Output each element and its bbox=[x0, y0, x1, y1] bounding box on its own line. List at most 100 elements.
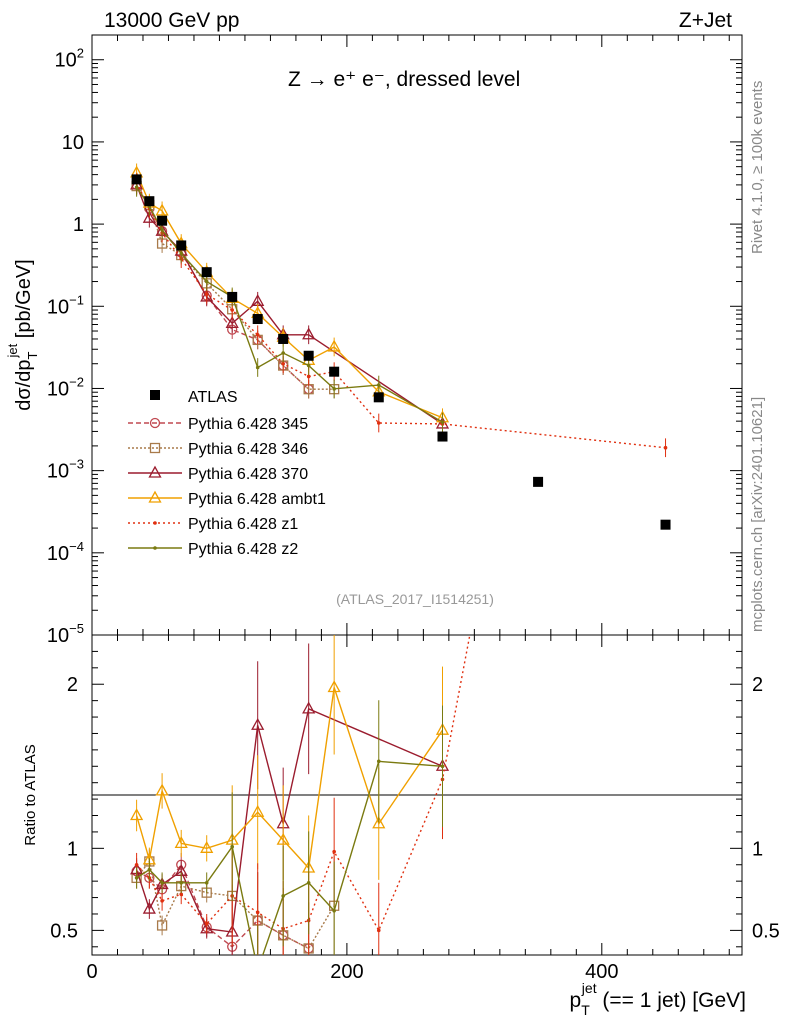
series-point bbox=[281, 351, 285, 355]
ratio-point bbox=[160, 899, 164, 903]
series-point bbox=[230, 308, 234, 312]
plot-title: Z → e⁺ e⁻, dressed level bbox=[288, 68, 520, 91]
legend-label: Pythia 6.428 z2 bbox=[188, 541, 298, 558]
rivet-version-text: Rivet 4.1.0, ≥ 100k events bbox=[749, 81, 766, 254]
ratio-tick-label-right: 1 bbox=[752, 838, 763, 860]
legend: ATLAS Pythia 6.428 345 Pythia 6.428 346 Pyt… bbox=[128, 389, 326, 558]
atlas-data-point bbox=[157, 215, 168, 226]
ratio-point bbox=[251, 717, 265, 730]
y-tick-labels: 102 10 1 10−1 10−2 10−3 10−4 10−5 bbox=[47, 46, 84, 647]
axis-ticks bbox=[91, 34, 742, 955]
legend-marker bbox=[153, 521, 157, 525]
ratio-point bbox=[200, 840, 214, 853]
ratio-point bbox=[251, 804, 265, 817]
series-point bbox=[440, 420, 445, 424]
series-point bbox=[302, 327, 316, 340]
series-point bbox=[376, 421, 381, 425]
series-point bbox=[327, 339, 341, 352]
x-tick-label: 0 bbox=[86, 961, 97, 983]
ratio-point bbox=[302, 701, 316, 714]
y-axis-label-ratio: Ratio to ATLAS bbox=[22, 744, 39, 845]
series-point bbox=[204, 279, 209, 284]
main-series-group bbox=[130, 163, 671, 530]
ratio-series-group bbox=[130, 635, 471, 972]
series-line-main bbox=[135, 184, 443, 425]
atlas-data-point bbox=[373, 392, 384, 403]
series-line-main bbox=[135, 182, 666, 449]
series-point bbox=[160, 228, 164, 232]
ratio-point bbox=[440, 764, 445, 769]
atlas-data-point bbox=[252, 314, 263, 325]
atlas-data-point bbox=[144, 196, 155, 207]
ratio-point bbox=[160, 880, 164, 885]
x-tick-label: 200 bbox=[330, 961, 363, 983]
ratio-point bbox=[147, 867, 152, 872]
ratio-point bbox=[306, 880, 311, 885]
ratio-point bbox=[134, 862, 139, 867]
ratio-point bbox=[256, 968, 260, 972]
series-point bbox=[306, 363, 311, 368]
series-point bbox=[179, 251, 184, 256]
ratio-point bbox=[130, 808, 144, 821]
series-point bbox=[155, 203, 169, 216]
analysis-watermark: (ATLAS_2017_I1514251) bbox=[336, 591, 494, 607]
ratio-point bbox=[276, 832, 290, 845]
y-tick-label: 10−2 bbox=[47, 374, 84, 400]
header-left: 13000 GeV pp bbox=[104, 9, 239, 32]
atlas-data-point bbox=[437, 431, 448, 442]
ratio-tick-label: 1 bbox=[67, 838, 78, 860]
header-right: Z+Jet bbox=[679, 9, 732, 32]
y-tick-label: 10−4 bbox=[47, 539, 84, 565]
ratio-point bbox=[174, 836, 188, 849]
series-point bbox=[663, 445, 668, 450]
atlas-data-point bbox=[660, 519, 671, 530]
ratio-point bbox=[156, 920, 168, 931]
ratio-point bbox=[332, 908, 336, 913]
ratio-point bbox=[372, 816, 386, 829]
atlas-data-point bbox=[303, 350, 314, 361]
ratio-tick-labels: 0.5 0.5 1 1 2 2 bbox=[50, 674, 780, 942]
series-line-ratio bbox=[135, 707, 443, 933]
legend-label: Pythia 6.428 345 bbox=[188, 416, 308, 433]
ratio-point bbox=[376, 928, 381, 933]
series-line-ratio bbox=[136, 760, 443, 955]
ratio-point bbox=[327, 680, 341, 693]
y-tick-label: 10−1 bbox=[47, 292, 84, 318]
atlas-data-point bbox=[176, 240, 187, 251]
ratio-point bbox=[255, 910, 260, 915]
ratio-tick-label: 2 bbox=[67, 674, 78, 696]
legend-label: Pythia 6.428 370 bbox=[188, 466, 308, 483]
series-point bbox=[255, 365, 260, 370]
legend-marker bbox=[149, 417, 161, 429]
atlas-data-point bbox=[329, 366, 340, 377]
series-point bbox=[255, 332, 260, 337]
y-tick-label: 10−5 bbox=[47, 621, 84, 647]
series-point bbox=[204, 292, 209, 297]
ratio-point bbox=[179, 892, 184, 897]
y-tick-label: 1 bbox=[73, 214, 84, 236]
ratio-point bbox=[204, 922, 209, 926]
series-point bbox=[306, 374, 311, 379]
x-tick-labels: 0 200 400 bbox=[86, 961, 618, 983]
series-line-ratio bbox=[136, 859, 335, 950]
mcplots-text: mcplots.cern.ch [arXiv:2401.10621] bbox=[749, 397, 766, 632]
atlas-data-point bbox=[533, 476, 544, 487]
series-point bbox=[376, 383, 381, 387]
x-tick-label: 400 bbox=[585, 961, 618, 983]
series-line-main bbox=[136, 185, 335, 390]
ratio-tick-label-right: 0.5 bbox=[752, 920, 780, 942]
legend-label: Pythia 6.428 346 bbox=[188, 441, 308, 458]
legend-label-atlas: ATLAS bbox=[188, 389, 238, 406]
series-point bbox=[225, 315, 239, 328]
ratio-point bbox=[230, 844, 234, 849]
series-point bbox=[142, 210, 156, 223]
ratio-tick-label: 0.5 bbox=[50, 920, 78, 942]
atlas-data-point bbox=[131, 174, 142, 185]
x-axis-label: pTjet (== 1 jet) [GeV] bbox=[570, 980, 746, 1018]
ratio-point bbox=[376, 759, 381, 764]
y-axis-label-main: dσ/dpTjet [pb/GeV] bbox=[5, 259, 40, 410]
ratio-point bbox=[134, 876, 139, 880]
atlas-data-point bbox=[201, 267, 212, 278]
series-line-ratio bbox=[135, 687, 444, 870]
